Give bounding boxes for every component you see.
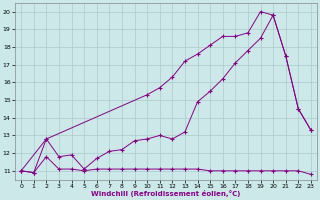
X-axis label: Windchill (Refroidissement éolien,°C): Windchill (Refroidissement éolien,°C)	[91, 190, 241, 197]
